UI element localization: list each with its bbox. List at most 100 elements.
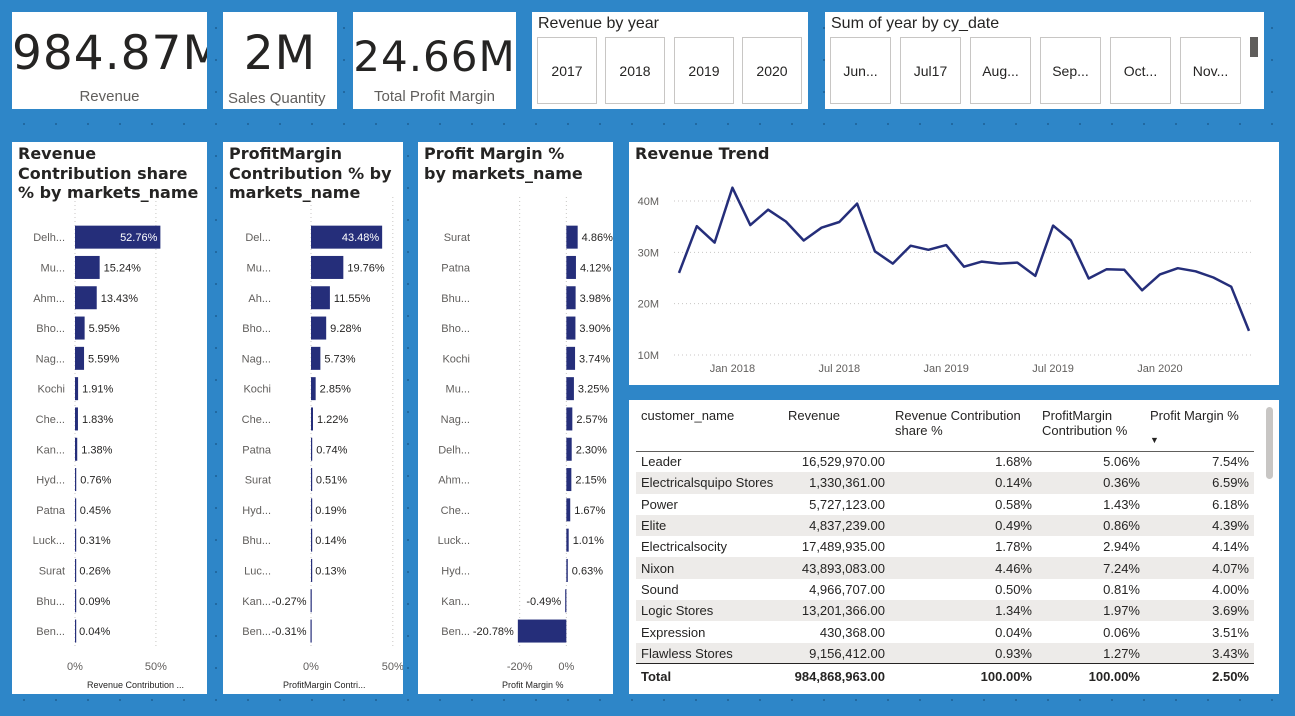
category-label: Mu... — [41, 262, 65, 274]
bar[interactable] — [311, 468, 313, 492]
table-scrollbar[interactable] — [1266, 407, 1273, 479]
data-label: 5.73% — [324, 353, 355, 365]
revenue-series-line[interactable] — [677, 186, 1251, 332]
profit-contribution-chart-title: ProfitMargin Contribution % by markets_n… — [229, 144, 392, 202]
sales-quantity-card[interactable]: 2M Sales Quantity — [223, 12, 337, 109]
bar[interactable] — [566, 498, 571, 522]
data-label: 3.25% — [578, 384, 609, 396]
bar[interactable] — [566, 286, 576, 310]
bar[interactable] — [75, 255, 100, 279]
year-button-2019[interactable]: 2019 — [674, 37, 734, 104]
category-label: Bhu... — [36, 596, 65, 608]
total-profit-contribution: 100.00% — [1037, 663, 1145, 688]
bar[interactable] — [566, 468, 572, 492]
table-row[interactable]: Sound 4,966,707.00 0.50% 0.81% 4.00% — [636, 579, 1254, 600]
bar[interactable] — [75, 346, 85, 370]
table-row[interactable]: Leader 16,529,970.00 1.68% 5.06% 7.54% — [636, 451, 1254, 472]
table-row[interactable]: Logic Stores 13,201,366.00 1.34% 1.97% 3.69% — [636, 600, 1254, 622]
bar[interactable] — [75, 316, 85, 340]
year-button-2018[interactable]: 2018 — [605, 37, 665, 104]
table-row[interactable]: Power 5,727,123.00 0.58% 1.43% 6.18% — [636, 494, 1254, 515]
profit-contribution-chart-card: ProfitMargin Contribution % by markets_n… — [223, 142, 403, 694]
revenue-share-chart: 0% 50% Revenue Contribution ... Delh... 52.7… — [33, 197, 184, 690]
bar[interactable] — [517, 619, 567, 643]
x-tick-label: 0% — [558, 661, 574, 673]
year-button-2020[interactable]: 2020 — [742, 37, 802, 104]
bar[interactable] — [75, 558, 77, 582]
profit-margin-card[interactable]: 24.66M Total Profit Margin — [353, 12, 516, 109]
col-profit-margin[interactable]: Profit Margin % ▼ — [1145, 400, 1254, 451]
table-row[interactable]: Electricalsquipo Stores 1,330,361.00 0.14%… — [636, 472, 1254, 494]
bar[interactable] — [311, 346, 321, 370]
bar[interactable] — [311, 286, 330, 310]
bar[interactable] — [75, 619, 77, 643]
date-button-nov[interactable]: Nov... — [1180, 37, 1241, 104]
bar[interactable] — [566, 528, 569, 552]
category-label: Surat — [39, 565, 65, 577]
col-customer-name[interactable]: customer_name — [641, 408, 735, 423]
bar[interactable] — [311, 377, 316, 401]
col-revenue-share[interactable]: Revenue Contribution share % — [895, 408, 1021, 438]
bar[interactable] — [75, 498, 77, 522]
table-cell: 4,837,239.00 — [783, 514, 890, 537]
sort-desc-icon[interactable]: ▼ — [1150, 435, 1159, 445]
table-row[interactable]: Expression 430,368.00 0.04% 0.06% 3.51% — [636, 621, 1254, 642]
category-label: Che... — [242, 414, 271, 426]
table-row[interactable]: Flawless Stores 9,156,412.00 0.93% 1.27% 3.4… — [636, 642, 1254, 664]
table-cell: 1.97% — [1037, 600, 1145, 622]
bar[interactable] — [566, 316, 576, 340]
bar[interactable] — [311, 437, 313, 461]
date-button-oct[interactable]: Oct... — [1110, 37, 1171, 104]
bar[interactable] — [75, 437, 78, 461]
table-cell: Electricalsquipo Stores — [636, 472, 783, 494]
bar[interactable] — [310, 619, 312, 643]
bar[interactable] — [75, 225, 161, 249]
bar[interactable] — [75, 468, 77, 492]
bar[interactable] — [75, 286, 97, 310]
table-row[interactable]: Electricalsocity 17,489,935.00 1.78% 2.94% 4… — [636, 536, 1254, 557]
revenue-card[interactable]: 984.87M Revenue — [12, 12, 207, 109]
bar[interactable] — [75, 407, 78, 431]
bar[interactable] — [566, 558, 568, 582]
total-profit-margin: 2.50% — [1145, 663, 1254, 688]
table-row[interactable]: Elite 4,837,239.00 0.49% 0.86% 4.39% — [636, 514, 1254, 537]
data-label: 2.15% — [575, 475, 606, 487]
table-cell: 0.04% — [995, 624, 1032, 640]
bar[interactable] — [311, 558, 313, 582]
data-label: 52.76% — [120, 232, 158, 244]
year-button-2017[interactable]: 2017 — [537, 37, 597, 104]
category-label: Bho... — [36, 323, 65, 335]
bar[interactable] — [310, 589, 312, 613]
bar[interactable] — [311, 225, 383, 249]
category-label: Kan... — [36, 444, 65, 456]
date-button-jul17[interactable]: Jul17 — [900, 37, 961, 104]
data-label: 3.90% — [579, 323, 610, 335]
date-button-sep[interactable]: Sep... — [1040, 37, 1101, 104]
col-profit-contribution[interactable]: ProfitMargin Contribution % — [1042, 408, 1128, 438]
x-tick-label: 0% — [67, 661, 83, 673]
bar[interactable] — [566, 255, 576, 279]
bar[interactable] — [566, 377, 574, 401]
date-button-aug[interactable]: Aug... — [970, 37, 1031, 104]
table-cell: 0.50% — [995, 581, 1032, 597]
bar[interactable] — [311, 498, 313, 522]
bar[interactable] — [311, 316, 327, 340]
date-button-jun[interactable]: Jun... — [830, 37, 891, 104]
bar[interactable] — [75, 528, 77, 552]
bar[interactable] — [566, 225, 578, 249]
bar[interactable] — [566, 437, 572, 461]
bar[interactable] — [311, 255, 344, 279]
table-cell: 1.27% — [1037, 642, 1145, 664]
bar[interactable] — [311, 407, 313, 431]
bar[interactable] — [566, 407, 573, 431]
bar[interactable] — [75, 377, 79, 401]
col-revenue[interactable]: Revenue — [788, 408, 841, 423]
table-row[interactable]: Nixon 43,893,083.00 4.46% 7.24% 4.07% — [636, 557, 1254, 579]
slicer-scrollbar[interactable] — [1250, 37, 1258, 57]
bar[interactable] — [311, 528, 313, 552]
data-label: 3.74% — [579, 353, 610, 365]
bar[interactable] — [565, 589, 567, 613]
bar[interactable] — [75, 589, 77, 613]
col-profit-margin-label: Profit Margin % — [1150, 408, 1239, 423]
bar[interactable] — [566, 346, 576, 370]
